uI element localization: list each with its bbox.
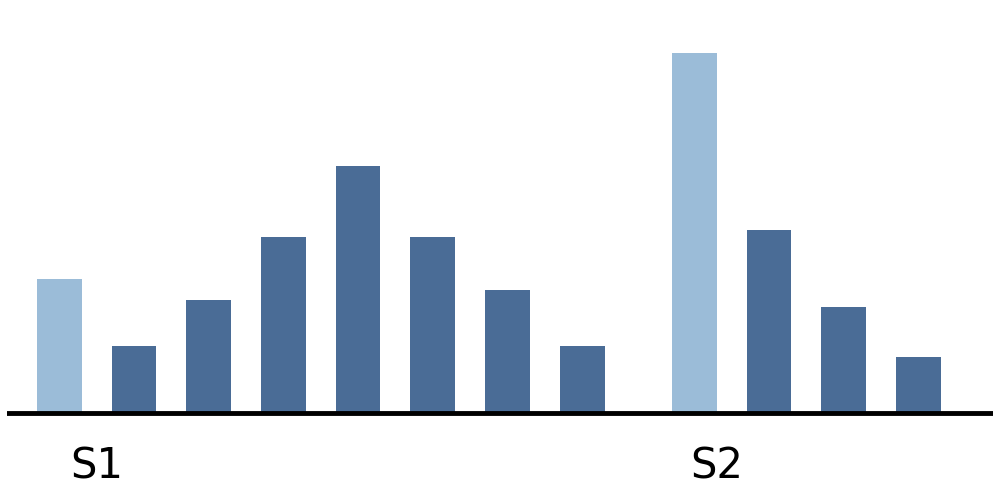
Bar bbox=[560, 346, 605, 414]
Text: S2: S2 bbox=[690, 446, 743, 488]
Bar bbox=[186, 300, 231, 414]
Bar bbox=[747, 230, 791, 414]
Bar bbox=[672, 53, 717, 414]
Bar bbox=[410, 236, 455, 414]
Text: S1: S1 bbox=[70, 446, 123, 488]
Bar bbox=[896, 357, 941, 414]
Bar bbox=[261, 236, 306, 414]
Bar bbox=[485, 290, 530, 414]
Bar bbox=[37, 279, 82, 413]
Bar bbox=[821, 308, 866, 414]
Bar bbox=[336, 166, 380, 414]
Bar bbox=[112, 346, 156, 414]
